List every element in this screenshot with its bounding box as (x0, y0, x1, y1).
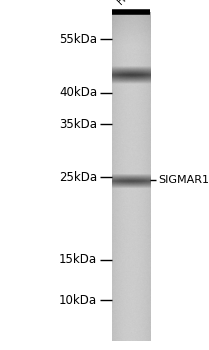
Text: 40kDa: 40kDa (59, 86, 97, 99)
Text: 15kDa: 15kDa (59, 253, 97, 266)
Text: 35kDa: 35kDa (59, 118, 97, 131)
Text: 55kDa: 55kDa (59, 33, 97, 46)
Text: HeLa: HeLa (116, 0, 141, 6)
Text: 10kDa: 10kDa (59, 294, 97, 307)
Text: SIGMAR1: SIGMAR1 (158, 175, 209, 184)
Text: 25kDa: 25kDa (59, 171, 97, 184)
